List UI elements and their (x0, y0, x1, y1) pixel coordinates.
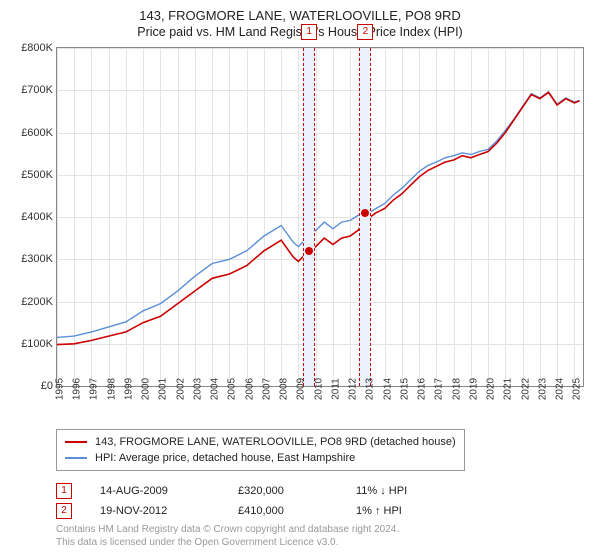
x-tick-label: 2008 (279, 378, 290, 400)
x-tick-label: 2014 (382, 378, 393, 400)
x-tick-label: 2004 (210, 378, 221, 400)
legend-swatch (65, 441, 87, 443)
x-tick-label: 2024 (555, 378, 566, 400)
sales-diff: 11% ↓ HPI (356, 485, 407, 497)
line-series-svg (57, 48, 583, 386)
x-axis: 1995199619971998199920002001200220032004… (56, 387, 584, 419)
sales-row: 2 19-NOV-2012 £410,000 1% ↑ HPI (56, 503, 590, 519)
x-tick-label: 2018 (451, 378, 462, 400)
x-tick-label: 1999 (123, 378, 134, 400)
chart-title: 143, FROGMORE LANE, WATERLOOVILLE, PO8 9… (10, 8, 590, 23)
y-tick-label: £700K (21, 84, 53, 96)
series-line (57, 92, 580, 344)
x-tick-label: 2002 (175, 378, 186, 400)
plot-area: £0£100K£200K£300K£400K£500K£600K£700K£80… (56, 47, 584, 387)
x-tick-label: 2021 (503, 378, 514, 400)
legend-item: HPI: Average price, detached house, East… (65, 450, 456, 466)
x-tick-label: 2006 (244, 378, 255, 400)
x-tick-label: 1995 (55, 378, 66, 400)
sale-band (359, 48, 371, 386)
y-tick-label: £800K (21, 42, 53, 54)
sales-date: 19-NOV-2012 (100, 505, 210, 517)
x-tick-label: 2007 (261, 378, 272, 400)
y-tick-label: £300K (21, 253, 53, 265)
legend-label: HPI: Average price, detached house, East… (95, 450, 355, 466)
legend: 143, FROGMORE LANE, WATERLOOVILLE, PO8 9… (56, 429, 465, 471)
x-tick-label: 2011 (330, 378, 341, 400)
y-tick-label: £100K (21, 338, 53, 350)
sales-date: 14-AUG-2009 (100, 485, 210, 497)
x-tick-label: 2012 (348, 378, 359, 400)
x-tick-label: 2013 (365, 378, 376, 400)
sales-price: £320,000 (238, 485, 328, 497)
chart-container: 143, FROGMORE LANE, WATERLOOVILLE, PO8 9… (0, 0, 600, 555)
x-tick-label: 2023 (537, 378, 548, 400)
x-tick-label: 2019 (468, 378, 479, 400)
legend-item: 143, FROGMORE LANE, WATERLOOVILLE, PO8 9… (65, 434, 456, 450)
footer-line-1: Contains HM Land Registry data © Crown c… (56, 523, 590, 536)
sales-price: £410,000 (238, 505, 328, 517)
x-tick-label: 2022 (520, 378, 531, 400)
x-tick-label: 2020 (486, 378, 497, 400)
sale-marker-box: 2 (357, 24, 373, 40)
sales-marker-icon: 2 (56, 503, 72, 519)
x-tick-label: 2001 (158, 378, 169, 400)
x-tick-label: 2017 (434, 378, 445, 400)
y-tick-label: £600K (21, 127, 53, 139)
x-tick-label: 2025 (572, 378, 583, 400)
sales-marker-icon: 1 (56, 483, 72, 499)
legend-swatch (65, 457, 87, 459)
x-tick-label: 1996 (72, 378, 83, 400)
sales-table: 1 14-AUG-2009 £320,000 11% ↓ HPI 2 19-NOV-201… (56, 483, 590, 519)
sale-band (303, 48, 315, 386)
series-line (57, 92, 580, 338)
y-axis: £0£100K£200K£300K£400K£500K£600K£700K£80… (11, 48, 55, 386)
y-tick-label: £0 (41, 380, 53, 392)
sale-marker-box: 1 (301, 24, 317, 40)
footer-line-2: This data is licensed under the Open Gov… (56, 536, 590, 549)
x-tick-label: 1997 (89, 378, 100, 400)
chart-subtitle: Price paid vs. HM Land Registry's House … (10, 25, 590, 39)
sales-row: 1 14-AUG-2009 £320,000 11% ↓ HPI (56, 483, 590, 499)
x-tick-label: 1998 (106, 378, 117, 400)
y-tick-label: £400K (21, 211, 53, 223)
legend-label: 143, FROGMORE LANE, WATERLOOVILLE, PO8 9… (95, 434, 456, 450)
sale-dot (361, 209, 369, 217)
sale-dot (305, 247, 313, 255)
y-tick-label: £200K (21, 296, 53, 308)
x-tick-label: 2003 (192, 378, 203, 400)
x-tick-label: 2015 (399, 378, 410, 400)
x-tick-label: 2000 (141, 378, 152, 400)
x-tick-label: 2005 (227, 378, 238, 400)
x-tick-label: 2010 (313, 378, 324, 400)
sales-diff: 1% ↑ HPI (356, 505, 402, 517)
x-tick-label: 2016 (417, 378, 428, 400)
footer: Contains HM Land Registry data © Crown c… (56, 523, 590, 549)
y-tick-label: £500K (21, 169, 53, 181)
x-tick-label: 2009 (296, 378, 307, 400)
